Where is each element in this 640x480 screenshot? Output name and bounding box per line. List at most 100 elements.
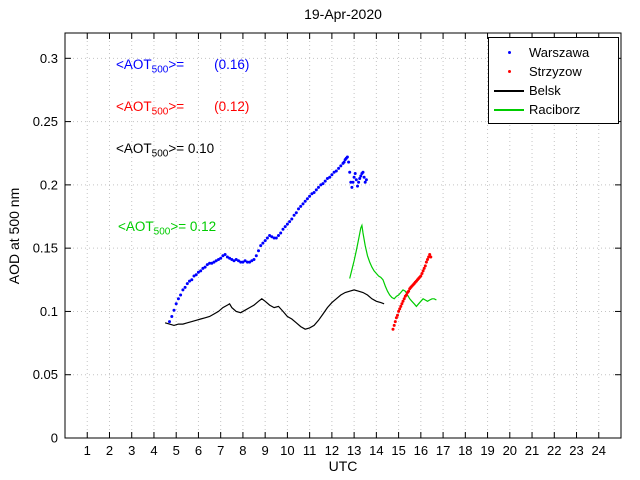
series-dot-warszawa (214, 259, 218, 263)
series-dot-warszawa (201, 266, 205, 270)
x-tick-label: 11 (303, 443, 317, 458)
series-dot-warszawa (337, 166, 341, 170)
series-dot-warszawa (168, 320, 171, 324)
series-dot-strzyzow (423, 264, 427, 268)
x-tick-label: 21 (525, 443, 539, 458)
legend-label: Raciborz (529, 102, 581, 117)
series-dot-warszawa (359, 174, 363, 178)
series-dot-warszawa (217, 258, 220, 261)
series-dot-warszawa (234, 258, 238, 261)
series-dot-warszawa (183, 285, 187, 289)
series-dot-warszawa (319, 183, 323, 187)
series-dot-warszawa (225, 255, 229, 259)
legend-item-raciborz: Raciborz (489, 100, 618, 119)
legend-label: Strzyzow (529, 64, 582, 79)
series-dot-strzyzow (401, 299, 405, 303)
series-dot-warszawa (254, 254, 258, 258)
x-tick-label: 19 (480, 443, 494, 458)
annotation-subscript: 500 (151, 106, 169, 118)
series-dot-warszawa (351, 180, 355, 184)
series-dot-warszawa (252, 258, 256, 261)
series-dot-strzyzow (392, 323, 396, 327)
y-tick-label: 0 (51, 431, 58, 446)
series-dot-warszawa (294, 211, 298, 215)
x-tick-label: 18 (458, 443, 472, 458)
series-dot-warszawa (281, 227, 285, 231)
series-dot-strzyzow (402, 297, 406, 301)
x-tick-label: 20 (503, 443, 517, 458)
legend-item-belsk: Belsk (489, 81, 618, 100)
series-dot-warszawa (342, 160, 346, 164)
series-dot-warszawa (219, 256, 223, 260)
series-dot-warszawa (223, 253, 227, 256)
series-dot-warszawa (347, 160, 351, 164)
x-tick-label: 6 (195, 443, 202, 458)
series-dot-warszawa (196, 270, 200, 274)
series-dot-warszawa (308, 194, 312, 198)
annotation-raciborz-mean: <AOT500>= 0.12 (118, 219, 216, 238)
series-dot-strzyzow (391, 327, 395, 331)
series-dot-warszawa (272, 236, 276, 240)
series-dot-warszawa (239, 260, 243, 264)
series-dot-warszawa (172, 308, 176, 312)
series-dot-warszawa (332, 170, 336, 174)
series-dot-warszawa (352, 175, 356, 179)
series-dot-warszawa (305, 197, 309, 201)
annotation-text: <AOT (116, 141, 152, 156)
series-dot-warszawa (317, 185, 320, 189)
series-dot-warszawa (212, 260, 216, 264)
legend-item-warszawa: Warszawa (489, 43, 618, 62)
series-dot-warszawa (310, 192, 314, 196)
series-dot-warszawa (292, 213, 296, 217)
legend-marker-line-raciborz (489, 108, 529, 111)
annotation-value: >= 0.12 (170, 219, 217, 234)
annotation-text: <AOT (116, 99, 152, 114)
series-dot-strzyzow (427, 255, 431, 259)
series-dot-warszawa (210, 261, 214, 265)
series-dot-warszawa (321, 182, 325, 186)
series-dot-warszawa (268, 234, 272, 237)
series-dot-warszawa (259, 244, 263, 248)
y-axis-label: AOD at 500 nm (6, 187, 22, 285)
series-dot-warszawa (203, 265, 207, 269)
annotation-subscript: 500 (151, 64, 169, 76)
legend-label: Warszawa (529, 45, 590, 60)
annotation-strzyzow-mean: <AOT500>= (0.12) (116, 99, 249, 118)
series-dot-warszawa (188, 279, 191, 283)
x-tick-label: 7 (217, 443, 224, 458)
series-dot-strzyzow (394, 316, 398, 320)
series-dot-warszawa (248, 260, 252, 264)
x-tick-label: 5 (173, 443, 180, 458)
series-dot-strzyzow (397, 309, 401, 313)
series-dot-warszawa (362, 175, 366, 179)
y-tick-label: 0.05 (33, 367, 58, 382)
x-tick-label: 22 (547, 443, 561, 458)
series-dot-warszawa (257, 249, 260, 253)
series-dot-warszawa (263, 239, 267, 243)
series-dot-warszawa (325, 177, 329, 180)
series-dot-warszawa (232, 259, 236, 263)
legend-item-strzyzow: Strzyzow (489, 62, 618, 81)
series-dot-strzyzow (420, 272, 424, 275)
series-dot-strzyzow (429, 255, 433, 259)
series-dot-warszawa (354, 178, 358, 182)
series-dot-warszawa (330, 173, 334, 177)
series-dot-warszawa (265, 236, 269, 240)
annotation-subscript: 500 (153, 226, 171, 238)
series-dot-warszawa (353, 172, 357, 175)
series-dot-strzyzow (396, 313, 399, 317)
series-dot-warszawa (312, 191, 316, 194)
series-dot-warszawa (194, 273, 198, 277)
series-dot-warszawa (348, 170, 352, 174)
x-tick-label: 15 (391, 443, 405, 458)
annotation-warszawa-mean: <AOT500>= (0.16) (116, 57, 249, 76)
x-tick-label: 12 (325, 443, 339, 458)
y-tick-label: 0.15 (33, 241, 58, 256)
x-tick-label: 23 (569, 443, 583, 458)
y-tick-label: 0.1 (40, 304, 58, 319)
series-dot-warszawa (205, 263, 209, 267)
series-dot-warszawa (192, 274, 196, 278)
series-dot-warszawa (357, 180, 361, 184)
series-dot-strzyzow (422, 266, 426, 270)
